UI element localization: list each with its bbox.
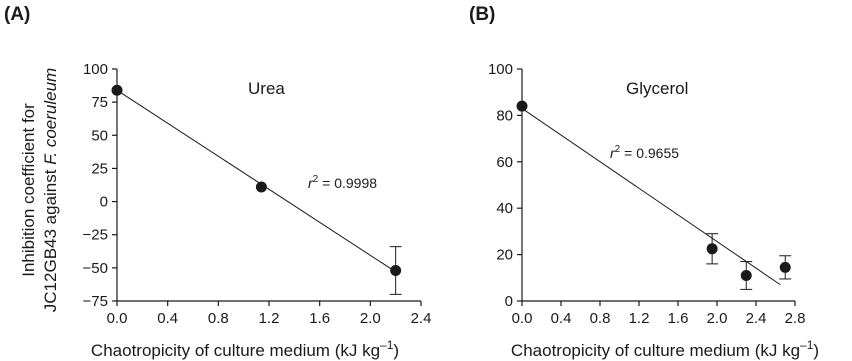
- panel-b-data-point: [706, 243, 718, 255]
- panel-b-series-label: Glycerol: [626, 79, 688, 98]
- panel-a-regression-line: [116, 89, 396, 273]
- panel-a-series-label: Urea: [248, 79, 285, 98]
- y-axis-title-line2-italic: F. coeruleum: [41, 68, 60, 165]
- panel-b-x-axis-title: Chaotropicity of culture medium (kJ kg–1…: [511, 338, 819, 360]
- panel-b-points: [516, 100, 792, 290]
- panel-b-x-tick-label: 0.8: [590, 310, 611, 327]
- panel-a-data-point: [390, 265, 402, 277]
- panel-b-y-tick-label: 60: [496, 154, 513, 171]
- panel-b-y-tick-label: 0: [505, 293, 513, 310]
- panel-b-y-ticks: 100 80 60 40 20 0: [488, 61, 522, 310]
- panel-a-y-tick-label: −25: [83, 227, 108, 244]
- y-axis-title-line2: JC12GB43 against F. coeruleum: [41, 68, 60, 312]
- panel-a-label: (A): [4, 4, 30, 25]
- panel-a-x-axis-title: Chaotropicity of culture medium (kJ kg–1…: [91, 338, 399, 360]
- panel-a-y-ticks: 100 75 50 25 0 −25 −50 −75: [83, 61, 117, 310]
- panel-a-x-axis-title-close: ): [393, 341, 399, 360]
- panel-a-r-exp: 2: [313, 174, 319, 185]
- panel-b-x-tick-label: 1.6: [668, 310, 689, 327]
- panel-a-x-tick-label: 1.2: [259, 310, 280, 327]
- panel-b-x-ticks: 0.0 0.4 0.8 1.2 1.6 2.0 2.4 2.8: [512, 301, 806, 327]
- panel-a-x-tick-label: 2.0: [360, 310, 381, 327]
- panel-b-regression-line: [521, 108, 781, 286]
- panel-b-x-tick-label: 0.4: [551, 310, 572, 327]
- panel-b-data-point: [779, 261, 791, 273]
- panel-b-x-axis-title-text: Chaotropicity of culture medium (kJ kg: [511, 341, 800, 360]
- panel-b-y-tick-label: 80: [496, 107, 513, 124]
- panel-a-x-tick-label: 2.4: [411, 310, 432, 327]
- panel-a-r-squared: r2 = 0.9998: [308, 174, 377, 191]
- panel-a-y-tick-label: 25: [91, 160, 108, 177]
- panel-a-y-tick-label: 75: [91, 94, 108, 111]
- panel-a-y-tick-label: 50: [91, 127, 108, 144]
- panel-a-fit: [116, 89, 396, 273]
- panel-b-data-point: [740, 269, 752, 281]
- y-axis-title-line2-text: JC12GB43 against: [41, 165, 60, 312]
- panel-a-x-tick-label: 0.8: [208, 310, 229, 327]
- panel-a-y-tick-label: 0: [100, 194, 108, 211]
- panel-b-r-squared: r2 = 0.9655: [610, 144, 679, 161]
- panel-b-y-tick-label: 20: [496, 247, 513, 264]
- panel-b-y-tick-label: 100: [488, 61, 513, 78]
- panel-a-y-tick-label: −50: [83, 260, 108, 277]
- panel-a-x-tick-label: 1.6: [309, 310, 330, 327]
- panel-b-x-tick-label: 2.8: [785, 310, 806, 327]
- panel-b-x-tick-label: 2.0: [707, 310, 728, 327]
- panel-b-fit: [521, 108, 781, 286]
- panel-a-x-tick-label: 0.4: [157, 310, 178, 327]
- panel-a-y-tick-label: 100: [83, 61, 108, 78]
- panel-a: (A) Inhibition coefficient for JC12GB43 …: [4, 4, 431, 360]
- panel-a-x-tick-label: 0.0: [107, 310, 128, 327]
- panel-b-data-point: [516, 100, 528, 112]
- panel-a-r-value: = 0.9998: [318, 175, 377, 191]
- panel-a-x-axis-title-sup: –1: [380, 338, 394, 352]
- panel-b-x-tick-label: 0.0: [512, 310, 533, 327]
- panel-b-r-symbol: r: [610, 145, 616, 161]
- y-axis-title-line1: Inhibition coefficient for: [19, 103, 38, 277]
- panel-a-data-point: [111, 84, 123, 96]
- panel-b-x-tick-label: 2.4: [746, 310, 767, 327]
- panel-b-y-tick-label: 40: [496, 200, 513, 217]
- panel-b: (B) 100 80 60 40 20 0 0.0 0.4 0.8 1.2 1.6 2.0 2.4 2.…: [469, 4, 819, 360]
- panel-b-r-value: = 0.9655: [620, 145, 679, 161]
- panel-a-data-point: [255, 181, 267, 193]
- panel-a-x-axis-title-text: Chaotropicity of culture medium (kJ kg: [91, 341, 380, 360]
- panel-b-x-tick-label: 1.2: [629, 310, 650, 327]
- panel-a-y-tick-label: −75: [83, 293, 108, 310]
- panel-b-x-axis-title-sup: –1: [800, 338, 814, 352]
- panel-a-x-ticks: 0.0 0.4 0.8 1.2 1.6 2.0 2.4: [107, 301, 432, 327]
- panel-b-r-exp: 2: [615, 144, 621, 155]
- panel-b-x-axis-title-close: ): [813, 341, 819, 360]
- panel-a-points: [111, 84, 402, 295]
- panel-b-label: (B): [469, 4, 495, 25]
- panel-a-r-symbol: r: [308, 175, 314, 191]
